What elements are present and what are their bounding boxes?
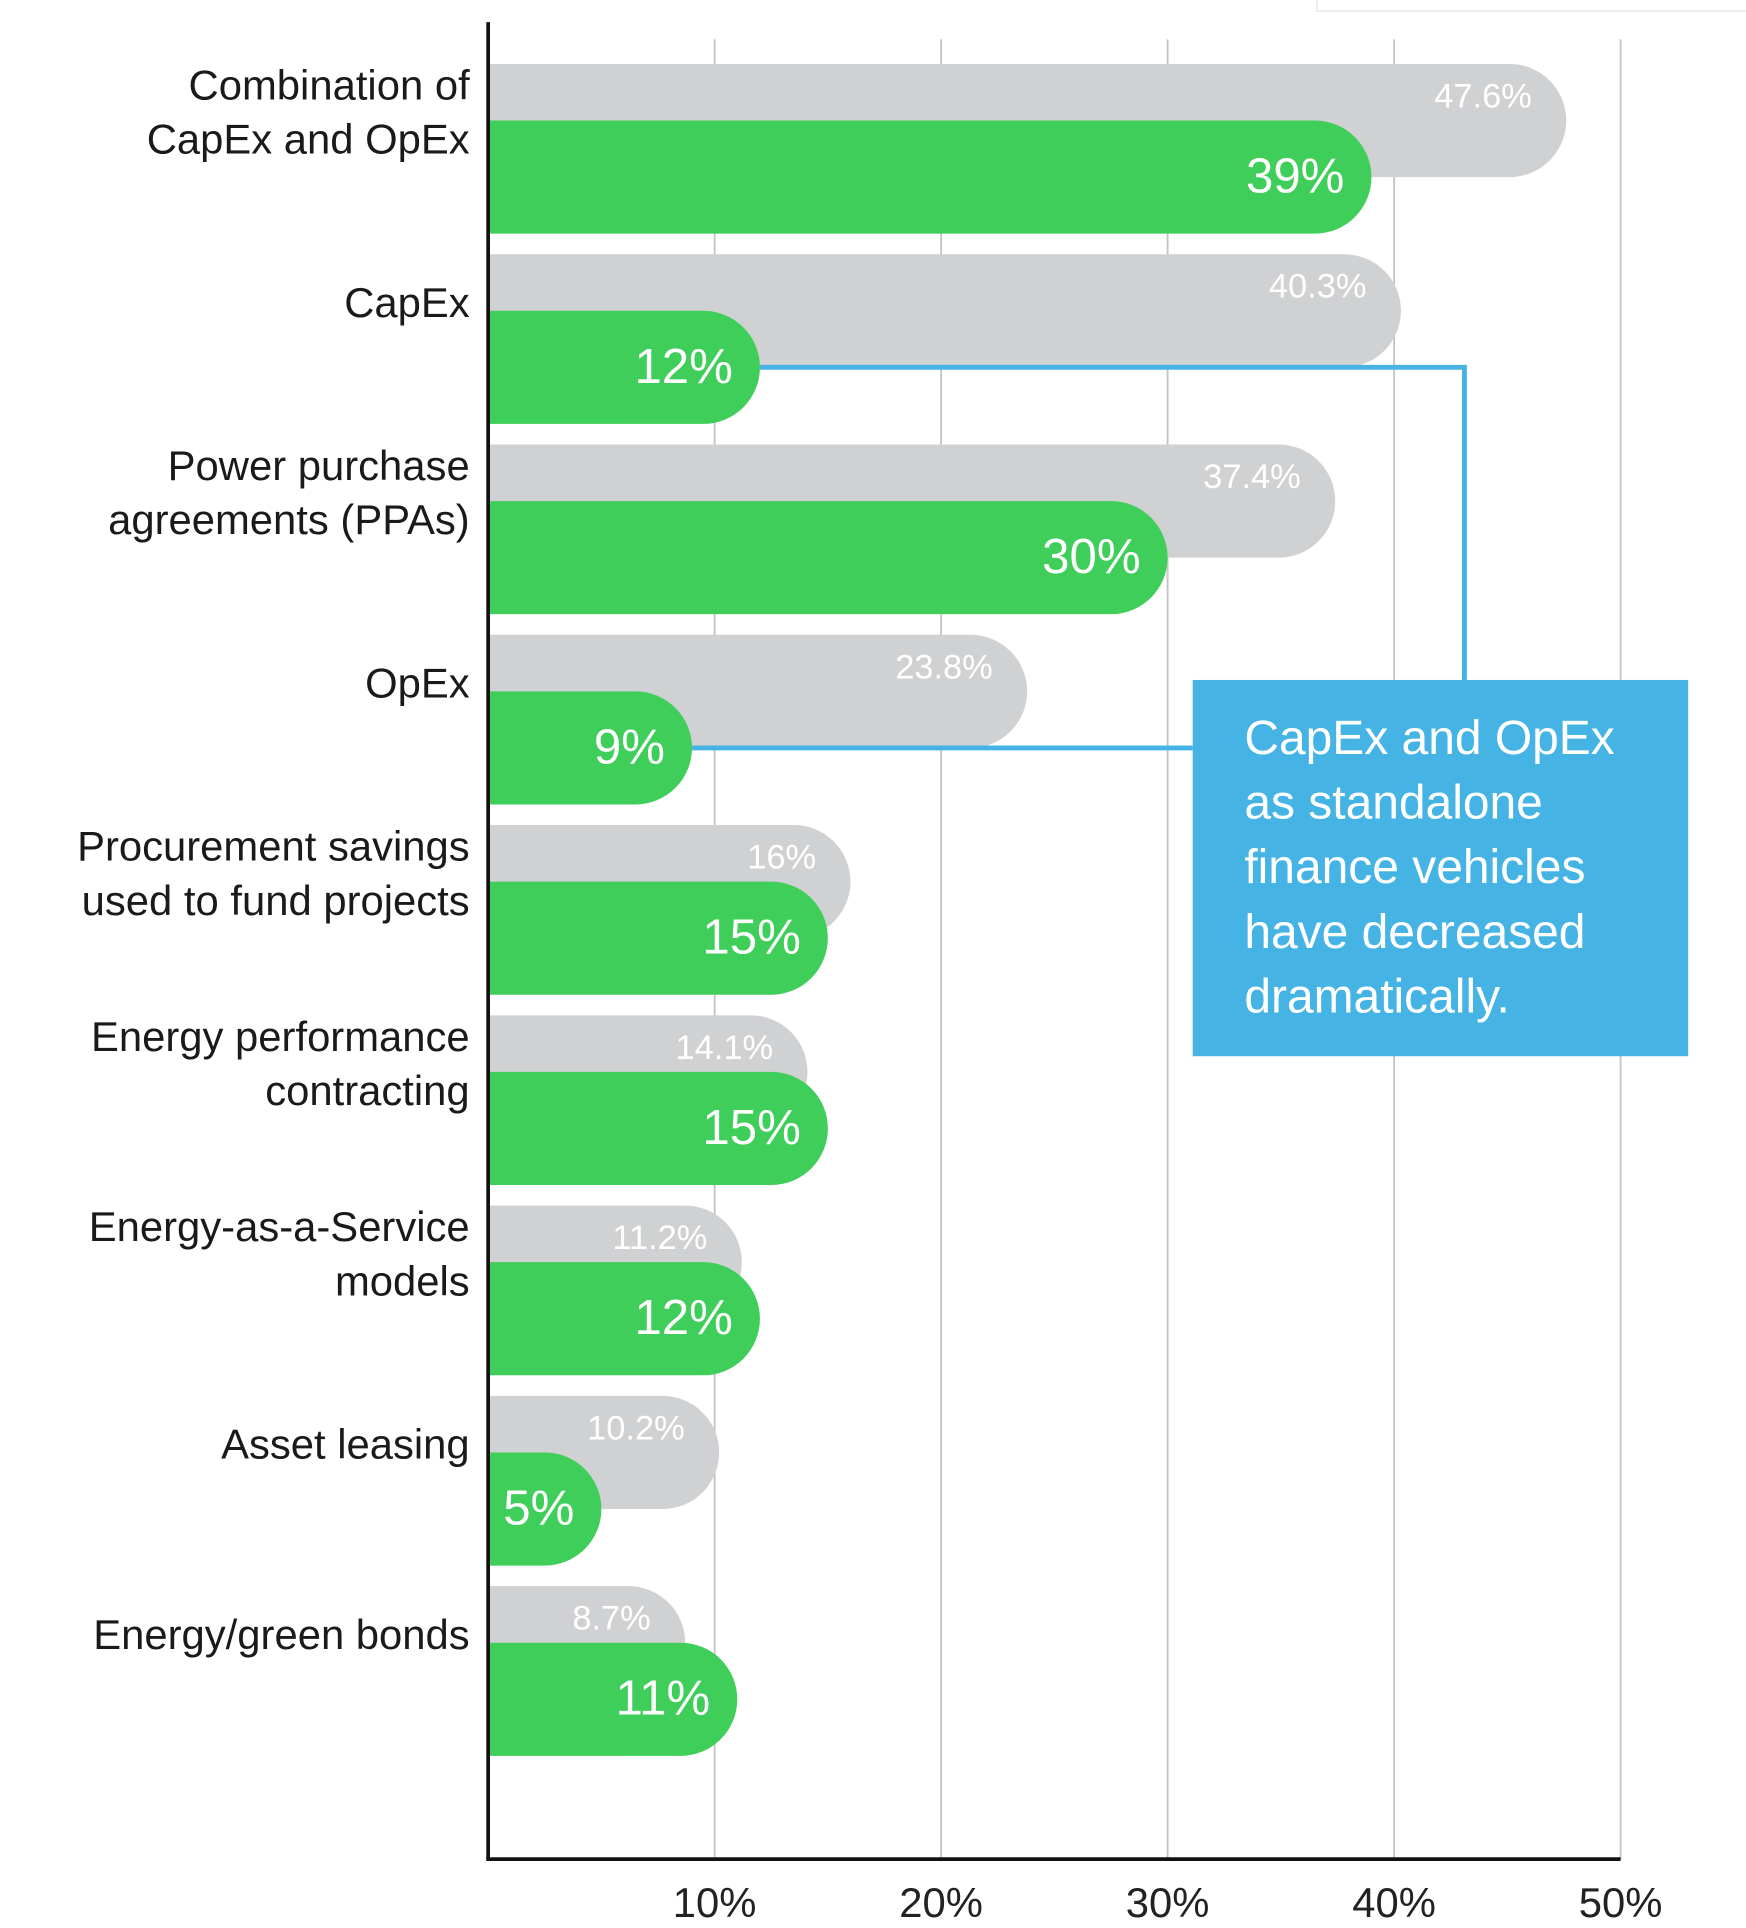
bar <box>488 310 760 424</box>
bar <box>488 1642 738 1756</box>
value-label: 47.6% <box>1434 77 1532 115</box>
category-label: Energy/green bonds <box>93 1611 469 1658</box>
frame-edge <box>1316 0 1746 12</box>
value-label: 16% <box>747 839 816 877</box>
bar <box>488 1071 828 1186</box>
category-label: contracting <box>265 1067 469 1114</box>
connector <box>759 364 1467 680</box>
value-label: 37.4% <box>1203 458 1301 496</box>
bar <box>488 1262 760 1376</box>
value-label: 11% <box>615 1671 710 1726</box>
value-label: 5% <box>503 1480 574 1535</box>
category-label: CapEx and OpEx <box>147 116 470 163</box>
value-label: 23.8% <box>895 648 993 686</box>
value-label: 12% <box>634 1290 732 1345</box>
bar <box>488 881 828 995</box>
value-label: 30% <box>1042 529 1140 584</box>
category-label: agreements (PPAs) <box>108 496 470 543</box>
bar <box>488 691 692 805</box>
callout-text: CapEx and OpEx <box>1244 712 1614 765</box>
x-tick-label: 50% <box>1579 1879 1663 1926</box>
value-label: 8.7% <box>572 1600 650 1638</box>
value-label: 12% <box>634 339 732 394</box>
value-label: 14.1% <box>675 1029 773 1067</box>
x-tick-label: 20% <box>899 1879 983 1926</box>
category-label: Energy-as-a-Service <box>89 1203 470 1250</box>
bar <box>488 501 1168 615</box>
category-label: CapEx <box>344 279 470 326</box>
callout-text: as standalone <box>1244 777 1543 830</box>
category-label: Combination of <box>189 62 471 109</box>
x-tick-label: 10% <box>673 1879 757 1926</box>
value-label: 15% <box>702 910 800 965</box>
category-label: OpEx <box>365 659 470 706</box>
x-tick-label: 40% <box>1352 1879 1436 1926</box>
callout-text: have decreased <box>1244 906 1585 959</box>
value-label: 39% <box>1246 149 1344 204</box>
value-label: 11.2% <box>612 1219 707 1257</box>
x-tick-label: 30% <box>1126 1879 1210 1926</box>
category-label: models <box>335 1257 470 1304</box>
value-label: 40.3% <box>1269 268 1367 306</box>
category-label: Energy performance <box>91 1013 470 1060</box>
bar <box>488 120 1372 234</box>
category-label: Asset leasing <box>221 1421 470 1468</box>
bar <box>488 1452 602 1566</box>
callout-text: dramatically. <box>1244 970 1510 1023</box>
category-label: Procurement savings <box>77 823 470 870</box>
callout-text: finance vehicles <box>1244 841 1585 894</box>
value-label: 9% <box>594 719 665 774</box>
value-label: 10.2% <box>587 1409 685 1447</box>
callout-box <box>1192 679 1689 1057</box>
category-label: used to fund projects <box>82 877 470 924</box>
category-label: Power purchase <box>168 442 470 489</box>
value-label: 15% <box>702 1100 800 1155</box>
